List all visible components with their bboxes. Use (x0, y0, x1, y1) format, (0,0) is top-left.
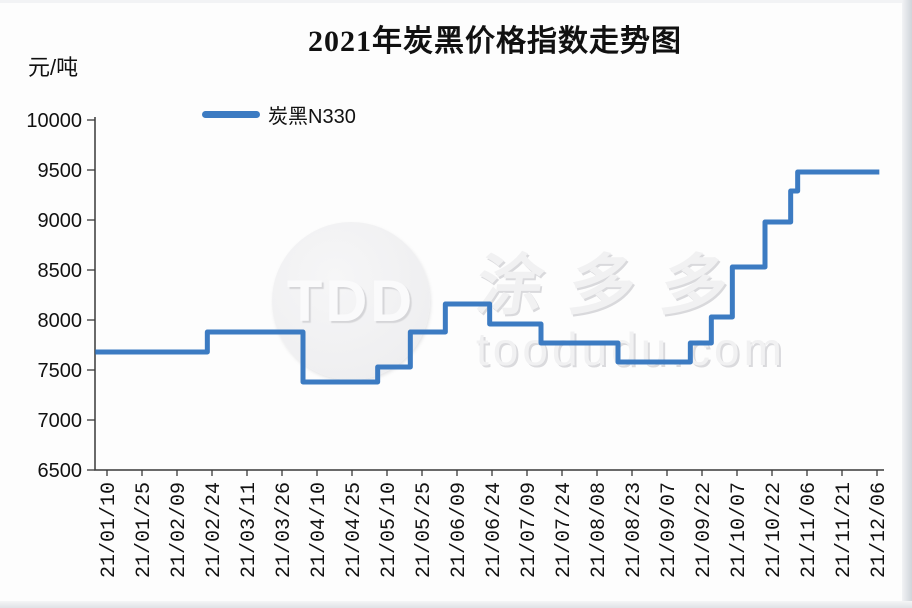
x-tick-label: 21/10/22 (763, 482, 786, 578)
watermark-logo-circle: TDD (272, 222, 430, 380)
x-tick-label: 21/05/25 (413, 482, 436, 578)
x-tick-label: 21/04/25 (343, 482, 366, 578)
y-tick-label: 10000 (26, 110, 82, 132)
legend-line-swatch (202, 111, 260, 118)
x-tick-label: 21/07/09 (518, 482, 541, 578)
x-tick-label: 21/12/06 (868, 482, 891, 578)
series-line-n330 (95, 169, 880, 385)
x-tick-label: 21/02/09 (168, 482, 191, 578)
x-tick-label: 21/08/08 (588, 482, 611, 578)
x-tick-label: 21/06/09 (448, 482, 471, 578)
x-tick-label: 21/06/24 (483, 482, 506, 578)
legend-series-label: 炭黑N330 (268, 106, 356, 128)
watermark-site-text: toodudu.com (476, 323, 786, 375)
y-tick-label: 8500 (38, 260, 83, 282)
y-tick-label: 7500 (38, 360, 83, 382)
x-tick-label: 21/03/11 (238, 482, 261, 578)
y-tick-label: 6500 (38, 460, 83, 482)
y-tick-label: 9500 (38, 160, 83, 182)
x-tick-label: 21/01/25 (133, 482, 156, 578)
y-tick-label: 9000 (38, 210, 83, 232)
y-axis-ticks-and-labels: 6500 7000 7500 8000 8500 9000 9500 10000 (26, 110, 95, 482)
watermark-logo-text: TDD (286, 268, 416, 334)
chart-title: 2021年炭黑价格指数走势图 (308, 25, 682, 58)
legend: 炭黑N330 (202, 100, 356, 129)
y-tick-label: 7000 (38, 410, 83, 432)
x-tick-label: 21/09/07 (658, 482, 681, 578)
x-tick-label: 21/01/10 (98, 482, 121, 578)
x-tick-label: 21/07/24 (553, 482, 576, 578)
x-tick-label: 21/11/06 (798, 482, 821, 578)
y-tick-label: 8000 (38, 310, 83, 332)
x-tick-label: 21/10/07 (728, 482, 751, 578)
x-tick-label: 21/04/10 (308, 482, 331, 578)
x-tick-label: 21/02/24 (203, 482, 226, 578)
page-edge-top (0, 0, 912, 3)
x-tick-label: 21/03/26 (273, 482, 296, 578)
x-tick-label: 21/11/21 (833, 482, 856, 578)
axes (94, 117, 884, 471)
x-axis-ticks-and-labels: 21/01/10 21/01/25 21/02/09 21/02/24 21/03/11… (98, 470, 891, 578)
x-tick-label: 21/09/22 (693, 482, 716, 578)
y-axis-unit-label: 元/吨 (28, 55, 79, 80)
x-tick-label: 21/08/23 (623, 482, 646, 578)
x-tick-label: 21/05/10 (378, 482, 401, 578)
page-edge-bottom (0, 601, 912, 608)
page-edge-right (902, 0, 912, 608)
